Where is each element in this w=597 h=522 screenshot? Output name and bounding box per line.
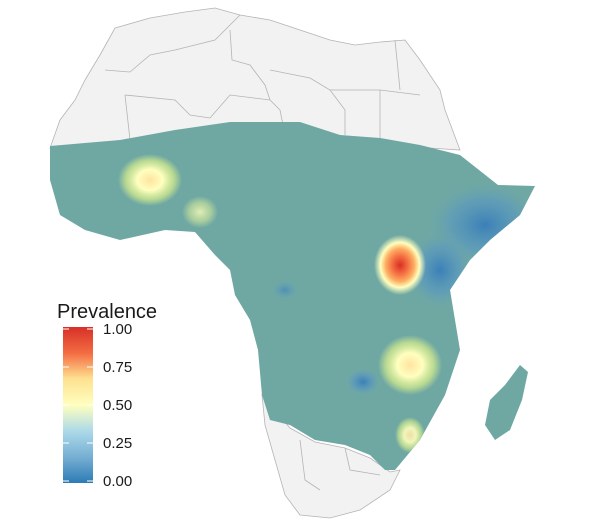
madagascar: [485, 365, 528, 440]
tick-label: 0.50: [103, 397, 132, 414]
southern-africa-land: [261, 393, 401, 519]
zambia-low-spot: [345, 368, 381, 396]
tick-label: 0.00: [103, 473, 132, 490]
prevalence-surface: [50, 122, 535, 470]
north-africa-land: [49, 7, 461, 151]
malawi-hotspot: [378, 335, 442, 395]
burkina-hotspot: [182, 196, 218, 228]
mozambique-hotspot: [395, 417, 425, 453]
legend-ticks: 1.00 0.75 0.50 0.25 0.00: [63, 321, 132, 490]
tick-label: 0.25: [103, 435, 132, 452]
legend-title: Prevalence: [57, 301, 157, 323]
congo-low-spot: [271, 280, 299, 300]
country-borders: [104, 14, 421, 491]
uganda-hotspot: [374, 235, 426, 295]
tick-label: 0.75: [103, 359, 132, 376]
west-africa-hotspot: [118, 154, 182, 206]
tick-label: 1.00: [103, 321, 132, 338]
legend: Prevalence 1.00 0.75 0.50 0.25 0.00: [57, 301, 157, 490]
